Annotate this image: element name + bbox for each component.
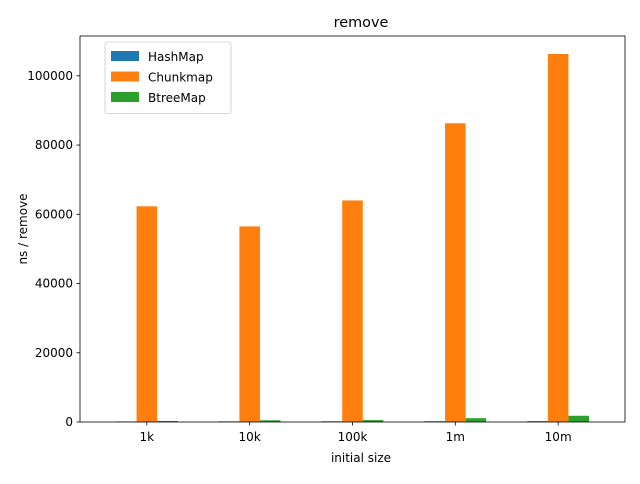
bars-layer <box>115 54 590 423</box>
x-tick-label: 1m <box>446 430 465 444</box>
axes-layer: 0 20000 40000 60000 80000 100000 1k 10k 100k 1m 10… <box>27 35 626 444</box>
bar-chunkmap-1m <box>445 123 466 422</box>
bar-btreemap-100k <box>362 420 384 422</box>
legend-swatch-hashmap <box>111 51 139 61</box>
legend: HashMap Chunkmap BtreeMap <box>104 41 232 114</box>
chart-title: remove <box>334 15 389 31</box>
x-tick-label: 10m <box>545 430 572 444</box>
bar-chunkmap-1k <box>136 206 158 422</box>
x-tick-label: 100k <box>338 430 368 444</box>
x-tick-label: 10k <box>239 430 261 444</box>
y-axis-label: ns / remove <box>16 193 30 264</box>
legend-swatch-chunkmap <box>111 71 139 82</box>
legend-label-hashmap: HashMap <box>148 50 204 64</box>
legend-label-chunkmap: Chunkmap <box>148 71 213 85</box>
bar-btreemap-1m <box>465 418 487 422</box>
bar-chunkmap-100k <box>342 200 363 422</box>
bar-chunkmap-10m <box>547 54 569 422</box>
y-tick-label: 0 <box>65 415 73 429</box>
bar-btreemap-10k <box>259 420 281 422</box>
y-tick-label: 80000 <box>35 138 73 152</box>
y-tick-label: 40000 <box>35 277 73 291</box>
y-tick-label: 20000 <box>35 346 73 360</box>
x-tick-label: 1k <box>140 430 155 444</box>
bar-btreemap-1k <box>157 420 178 422</box>
bar-hashmap-10m <box>527 421 548 422</box>
bar-chunkmap-10k <box>239 226 260 422</box>
y-tick-label: 100000 <box>27 69 73 83</box>
legend-label-btreemap: BtreeMap <box>148 91 206 105</box>
legend-swatch-btreemap <box>111 92 139 102</box>
x-axis-label: initial size <box>331 451 391 465</box>
y-tick-label: 60000 <box>35 207 73 221</box>
bar-btreemap-10m <box>568 415 590 422</box>
